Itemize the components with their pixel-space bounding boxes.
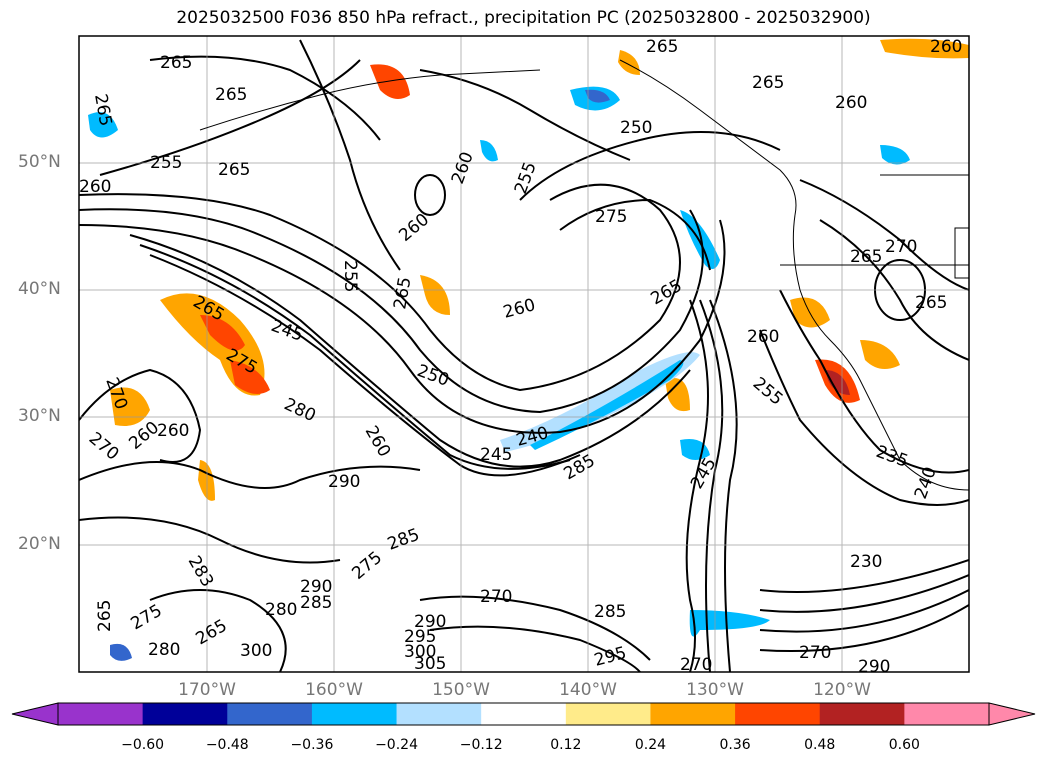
contour-label: 270	[680, 655, 712, 675]
contour-label: 265	[218, 160, 250, 180]
lon-tick-label: 170°W	[178, 680, 236, 700]
contour-label: 265	[160, 53, 192, 73]
colorbar-tick-label: −0.36	[290, 737, 334, 753]
lat-tick-label: 20°N	[18, 534, 61, 554]
contour-label: 265	[915, 293, 947, 313]
precip-negative-area	[680, 210, 720, 269]
precip-positive-area	[860, 340, 900, 369]
contour-label: 290	[300, 577, 332, 597]
colorbar-extend-min	[11, 702, 59, 726]
precip-positive-area	[370, 64, 410, 99]
refractivity-contours	[79, 39, 969, 672]
contour-label: 260	[157, 421, 189, 441]
colorbar-tick-label: 0.48	[804, 737, 836, 753]
contour-label: 245	[480, 445, 512, 465]
colorbar	[11, 702, 1036, 726]
lat-tick-label: 50°N	[18, 152, 61, 172]
contour-label: 260	[79, 177, 111, 197]
contour-label: 280	[148, 640, 180, 660]
lon-tick-label: 130°W	[686, 680, 744, 700]
colorbar-tick-label: −0.12	[459, 737, 503, 753]
precip-positive-area	[420, 275, 450, 315]
lat-tick-label: 40°N	[18, 279, 61, 299]
contour-label: 305	[414, 654, 446, 674]
contour-label: 260	[747, 327, 779, 347]
precip-positive-area	[110, 387, 150, 426]
contour-label: 265	[850, 247, 882, 267]
contour-label: 260	[930, 37, 962, 57]
precip-negative-area	[500, 352, 700, 452]
precip-positive-core	[200, 315, 245, 351]
contour-label: 265	[752, 73, 784, 93]
precip-positive-area	[230, 360, 270, 394]
colorbar-cell	[58, 703, 144, 725]
colorbar-cell	[650, 703, 736, 725]
precip-negative-core	[585, 89, 610, 103]
colorbar-cell	[227, 703, 313, 725]
contour-label: 250	[620, 118, 652, 138]
lat-tick-label: 30°N	[18, 406, 61, 426]
contour-label: 300	[240, 641, 272, 661]
precip-positive-area	[880, 38, 969, 59]
contour-label: 265	[95, 600, 115, 632]
colorbar-tick-label: 0.12	[550, 737, 582, 753]
contour-label: 285	[300, 593, 332, 613]
precip-positive-area	[665, 378, 690, 412]
precip-negative-area	[88, 112, 118, 138]
precip-positive-area	[618, 50, 640, 75]
gridlines	[79, 36, 969, 672]
contour-label: 265	[646, 37, 678, 57]
precip-negative-area	[110, 643, 132, 661]
map-title: 2025032500 F036 850 hPa refract., precip…	[176, 8, 871, 28]
colorbar-cell	[819, 703, 905, 725]
contour-label: 255	[150, 153, 182, 173]
precip-negative-area	[880, 145, 910, 165]
colorbar-cell	[142, 703, 228, 725]
colorbar-tick-label: 0.60	[888, 737, 920, 753]
colorbar-cell	[481, 703, 567, 725]
lon-tick-label: 140°W	[559, 680, 617, 700]
contour-label: 230	[850, 552, 882, 572]
contour-label: 295	[404, 627, 436, 647]
colorbar-tick-label: −0.48	[205, 737, 249, 753]
contour-label: 270	[480, 587, 512, 607]
colorbar-cell	[735, 703, 821, 725]
contour-label: 300	[404, 642, 436, 662]
lon-tick-label: 120°W	[813, 680, 871, 700]
precip-negative-area	[480, 140, 498, 162]
precip-negative-area	[530, 360, 684, 450]
colorbar-cell	[396, 703, 482, 725]
contour-label: 260	[835, 93, 867, 113]
colorbar-extend-max	[988, 702, 1036, 726]
contour-label: 280	[265, 600, 297, 620]
contour-label: 290	[414, 612, 446, 632]
coastlines	[199, 59, 969, 491]
contour-label: 290	[858, 657, 890, 677]
precip-positive-core	[825, 370, 850, 395]
precip-negative-area	[689, 610, 770, 637]
colorbar-tick-label: −0.24	[375, 737, 418, 753]
colorbar-tick-label: 0.24	[634, 737, 667, 753]
contour-label: 265	[215, 85, 247, 105]
colorbar-cell	[904, 703, 990, 725]
colorbar-tick-label: 0.36	[719, 737, 751, 753]
colorbar-cell	[565, 703, 651, 725]
colorbar-tick-label: −0.60	[121, 737, 165, 753]
lon-tick-label: 150°W	[432, 680, 490, 700]
colorbar-cell	[311, 703, 398, 725]
lon-tick-label: 160°W	[305, 680, 363, 700]
map-frame	[78, 35, 970, 673]
contour-label: 285	[594, 602, 626, 622]
colorbar-frame	[57, 702, 990, 726]
contour-label: 270	[885, 237, 917, 257]
contour-label: 275	[595, 207, 627, 227]
contour-label: 290	[328, 472, 360, 492]
contour-label: 270	[799, 643, 831, 663]
contour-label: 255	[340, 260, 360, 292]
